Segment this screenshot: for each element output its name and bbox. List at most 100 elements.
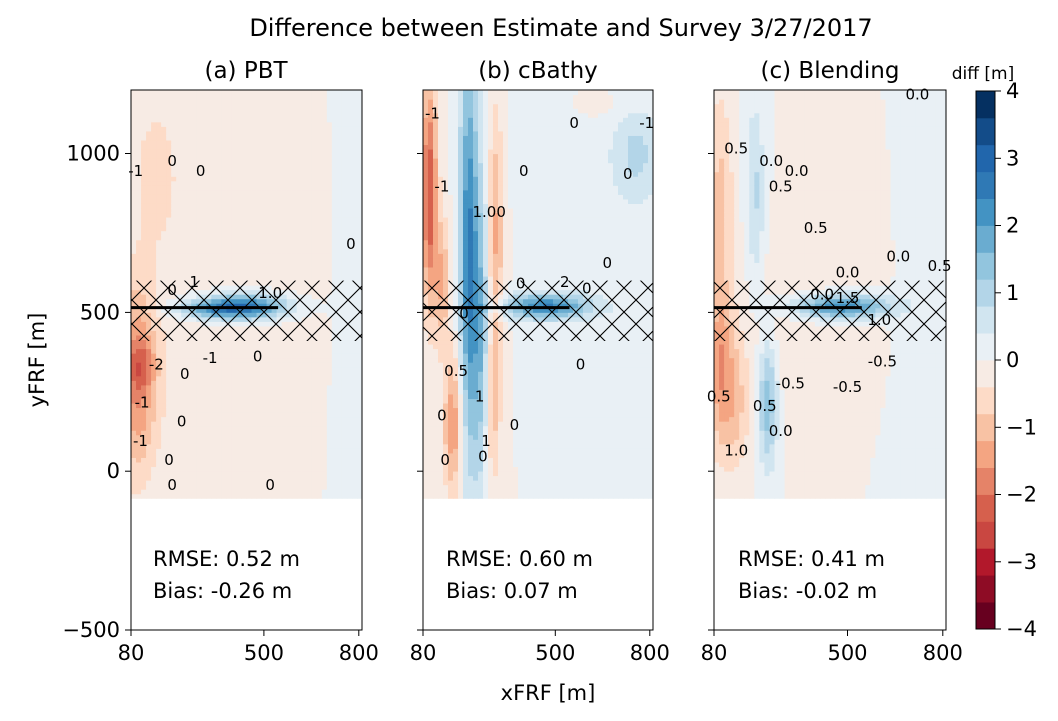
panel-a-field-cell bbox=[181, 461, 187, 468]
panel-a-field-cell bbox=[161, 235, 167, 241]
panel-a-field-cell bbox=[291, 493, 298, 499]
panel-a-field-cell bbox=[171, 189, 177, 195]
panel-a-field-cell bbox=[271, 425, 278, 431]
panel-a-field-cell bbox=[276, 348, 283, 354]
panel-a-field-cell bbox=[296, 171, 303, 177]
panel-a-field-cell bbox=[206, 139, 212, 146]
panel-a-field-cell bbox=[351, 357, 358, 363]
panel-a-field-cell bbox=[211, 448, 217, 454]
panel-a-field-cell bbox=[306, 480, 313, 486]
panel-a-field-cell bbox=[246, 185, 253, 191]
panel-a-field-cell bbox=[221, 271, 228, 277]
panel-a-field-cell bbox=[161, 253, 167, 259]
panel-a-field-cell bbox=[291, 144, 298, 150]
panel-b-field-cell bbox=[448, 235, 454, 241]
panel-a-field-cell bbox=[221, 167, 228, 173]
panel-a-field-cell bbox=[356, 148, 362, 155]
panel-a-field-cell bbox=[241, 448, 248, 454]
panel-b-field-cell bbox=[448, 448, 454, 454]
panel-b-field-cell bbox=[438, 139, 444, 146]
panel-a-field-cell bbox=[311, 248, 318, 254]
panel-a-field-cell bbox=[176, 216, 182, 223]
panel-a-field-cell bbox=[311, 126, 318, 132]
panel-a-field-cell bbox=[211, 416, 217, 422]
panel-a-field-cell bbox=[336, 375, 343, 381]
panel-a-field-cell bbox=[176, 203, 182, 209]
panel-a-field-cell bbox=[271, 257, 278, 263]
panel-a-field-cell bbox=[131, 375, 137, 381]
panel-a-field-cell bbox=[131, 425, 137, 431]
panel-b-field-cell bbox=[458, 148, 464, 155]
panel-a-field-cell bbox=[146, 198, 152, 204]
panel-a-field-cell bbox=[246, 171, 253, 177]
panel-a-field-cell bbox=[256, 203, 263, 209]
panel-a-field-cell bbox=[206, 257, 212, 263]
panel-a-field-cell bbox=[261, 171, 268, 177]
panel-a-field-cell bbox=[341, 135, 348, 141]
panel-a-field-cell bbox=[286, 357, 293, 363]
panel-a-field-cell bbox=[356, 407, 362, 413]
panel-a-field-cell bbox=[261, 221, 268, 227]
panel-a-field-cell bbox=[176, 384, 182, 390]
panel-a-field-cell bbox=[331, 380, 338, 386]
panel-b-field-cell bbox=[433, 448, 439, 454]
panel-a-field-cell bbox=[336, 180, 343, 186]
panel-a-field-cell bbox=[241, 466, 248, 472]
panel-a-field-cell bbox=[171, 480, 177, 486]
panel-a-field-cell bbox=[296, 416, 303, 422]
panel-a-field-cell bbox=[146, 366, 152, 372]
panel-b-field-cell bbox=[448, 230, 454, 236]
panel-a-field-cell bbox=[241, 402, 248, 409]
panel-a-field-cell bbox=[241, 493, 248, 499]
panel-a-field-cell bbox=[276, 171, 283, 177]
panel-a-field-cell bbox=[161, 148, 167, 155]
panel-a-field-cell bbox=[351, 139, 358, 146]
panel-a-field-cell bbox=[176, 393, 182, 399]
panel-b-field-cell bbox=[463, 212, 469, 218]
panel-a-field-cell bbox=[241, 216, 248, 223]
panel-a-field-cell bbox=[321, 371, 328, 377]
panel-a-field-cell bbox=[271, 466, 278, 472]
panel-a-field-cell bbox=[176, 257, 182, 263]
panel-a-field-cell bbox=[221, 275, 228, 282]
panel-a-field-cell bbox=[261, 148, 268, 155]
panel-a-field-cell bbox=[246, 207, 253, 214]
panel-a-field-cell bbox=[206, 135, 212, 141]
panel-b-field-cell bbox=[433, 275, 439, 282]
panel-a-field-cell bbox=[331, 339, 338, 345]
panel-a-field-cell bbox=[276, 493, 283, 499]
panel-a-field-cell bbox=[251, 239, 258, 245]
panel-a-field-cell bbox=[191, 461, 197, 468]
panel-b-field-cell bbox=[453, 353, 459, 359]
panel-a-field-cell bbox=[251, 135, 258, 141]
panel-a-field-cell bbox=[321, 221, 328, 227]
panel-a-field-cell bbox=[286, 421, 293, 427]
panel-a-field-cell bbox=[216, 434, 222, 440]
panel-a-field-cell bbox=[131, 461, 137, 468]
panel-a-field-cell bbox=[356, 239, 362, 245]
panel-a-field-cell bbox=[311, 198, 318, 204]
panel-a-field-cell bbox=[226, 366, 233, 372]
panel-a-field-cell bbox=[291, 176, 298, 182]
panel-a-field-cell bbox=[141, 389, 147, 395]
panel-b-field-cell bbox=[443, 203, 449, 209]
panel-a-field-cell bbox=[351, 207, 358, 214]
panel-a-field-cell bbox=[231, 380, 238, 386]
panel-a-field-cell bbox=[186, 398, 192, 404]
panel-a-field-cell bbox=[311, 470, 318, 477]
panel-a-field-cell bbox=[196, 180, 202, 186]
panel-a-field-cell bbox=[151, 257, 157, 263]
panel-a-field-cell bbox=[191, 139, 197, 146]
panel-a-field-cell bbox=[271, 139, 278, 146]
panel-a-field-cell bbox=[181, 108, 187, 114]
panel-a-field-cell bbox=[216, 480, 222, 486]
panel-a-field-cell bbox=[191, 275, 197, 282]
panel-a-field-cell bbox=[291, 262, 298, 268]
panel-a-field-cell bbox=[256, 117, 263, 123]
panel-a-field-cell bbox=[211, 398, 217, 404]
panel-a-field-cell bbox=[166, 94, 172, 100]
panel-a-field-cell bbox=[331, 162, 338, 168]
panel-a-field-cell bbox=[176, 230, 182, 236]
panel-a-field-cell bbox=[211, 271, 217, 277]
panel-a-field-cell bbox=[206, 216, 212, 223]
